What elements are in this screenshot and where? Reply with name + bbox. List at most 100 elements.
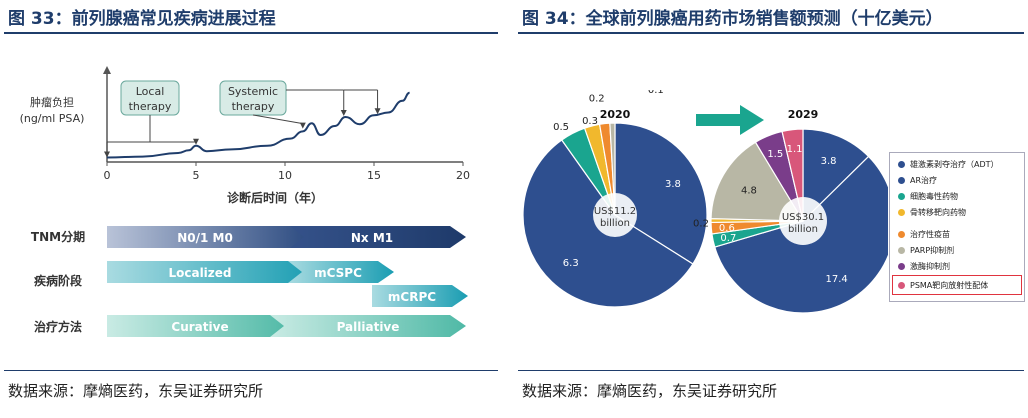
annotation-arrowhead-icon	[104, 151, 110, 158]
annotation-arrow	[252, 114, 303, 125]
right-title-rule	[518, 32, 1024, 34]
right-source-rule	[518, 370, 1024, 371]
disease-label-mcspc: mCSPC	[314, 266, 362, 280]
pie-2029-center	[779, 197, 827, 245]
row-label-treatment: 治疗方法	[34, 319, 82, 334]
legend-dot-icon	[898, 209, 905, 216]
y-axis-label-1: 肿瘤负担	[30, 95, 74, 109]
legend-label: AR治疗	[910, 176, 938, 185]
local-therapy-label-2: therapy	[129, 100, 172, 113]
pie-value-label: 3.8	[821, 156, 837, 167]
treatment-arrow-palliative	[270, 315, 466, 337]
pie-legend: 雄激素剥夺治疗（ADT） AR治疗 细胞毒性药物 骨转移靶向药物 治疗性疫苗 P…	[889, 152, 1025, 302]
pie-2020-title: 2020	[600, 108, 631, 121]
tnm-label-nx: Nx M1	[351, 231, 393, 245]
pie-slice	[802, 128, 870, 223]
pie-value-label: 6.3	[563, 258, 579, 269]
pie-value-label: 0.1	[648, 90, 664, 96]
pie-2029-center-label-1: US$30.1	[782, 212, 824, 223]
pie-value-label: 0.2	[693, 218, 709, 229]
legend-item-adt: 雄激素剥夺治疗（ADT）	[898, 159, 999, 170]
pie-value-label: 17.4	[825, 274, 847, 285]
legend-label: 骨转移靶向药物	[910, 208, 966, 217]
disease-label-localized: Localized	[168, 266, 231, 280]
annotation-arrowhead-icon	[299, 122, 306, 129]
pie-2020-center-label-1: US$11.2	[594, 206, 636, 217]
pie-2029-title: 2029	[788, 108, 819, 121]
treatment-label-curative: Curative	[171, 320, 228, 334]
growth-arrow-icon	[696, 105, 764, 135]
left-title-rule	[4, 32, 498, 34]
disease-arrow-mcrpc	[372, 285, 468, 307]
x-tick-label: 20	[456, 169, 470, 182]
legend-dot-icon	[898, 247, 905, 254]
x-tick-label: 10	[278, 169, 292, 182]
legend-dot-icon	[898, 282, 905, 289]
left-panel-title: 图 33：前列腺癌常见疾病进展过程	[8, 9, 276, 29]
market-pies: 3.86.30.50.30.20.1 2020 US$11.2 billion …	[522, 90, 888, 314]
legend-label: PSMA靶向放射性配体	[910, 281, 989, 290]
legend-dot-icon	[898, 193, 905, 200]
legend-item-kinase: 激酶抑制剂	[898, 261, 950, 272]
legend-item-parp: PARP抑制剂	[898, 245, 954, 256]
y-axis-arrow-icon	[103, 66, 111, 74]
legend-label: 细胞毒性药物	[910, 192, 958, 201]
pie-value-label: 0.5	[553, 122, 569, 133]
disease-arrow-mcspc	[288, 261, 394, 283]
legend-item-ar: AR治疗	[898, 175, 937, 186]
annotation-arrowhead-icon	[340, 110, 347, 116]
legend-label: 雄激素剥夺治疗（ADT）	[910, 160, 999, 169]
x-tick-label: 5	[193, 169, 200, 182]
x-tick-label: 0	[104, 169, 111, 182]
pie-value-label: 0.3	[582, 116, 598, 127]
systemic-therapy-label-1: Systemic	[228, 85, 278, 98]
local-therapy-label-1: Local	[136, 85, 165, 98]
pie-slice	[609, 122, 616, 216]
pie-value-label: 4.8	[741, 186, 757, 197]
legend-dot-icon	[898, 231, 905, 238]
annotation-arrowhead-icon	[193, 138, 199, 145]
row-label-disease: 疾病阶段	[34, 273, 83, 288]
annotation-arrowhead-icon	[374, 108, 381, 115]
legend-dot-icon	[898, 161, 905, 168]
legend-item-bone: 骨转移靶向药物	[898, 207, 966, 218]
legend-label: 激酶抑制剂	[910, 262, 950, 271]
pie-2020-center	[593, 193, 637, 237]
disease-label-mcrpc: mCRPC	[388, 290, 436, 304]
pie-value-label: 3.8	[665, 179, 681, 190]
right-panel-title: 图 34：全球前列腺癌用药市场销售额预测（十亿美元）	[522, 9, 943, 29]
pie-value-label: 1.5	[767, 149, 783, 160]
y-axis-label-2: (ng/ml PSA)	[20, 112, 85, 125]
right-source: 数据来源：摩熵医药，东吴证券研究所	[522, 382, 778, 400]
treatment-label-palliative: Palliative	[337, 320, 400, 334]
local-bracket	[107, 115, 151, 143]
treatment-arrow-curative	[107, 315, 292, 337]
pie-slice	[710, 141, 805, 222]
row-label-tnm: TNM分期	[31, 229, 85, 244]
x-tick-label: 15	[367, 169, 381, 182]
systemic-therapy-label-2: therapy	[232, 100, 275, 113]
legend-item-psma: PSMA靶向放射性配体	[898, 280, 988, 291]
pie-value-label: 0.2	[589, 94, 605, 105]
pie-slice	[614, 122, 708, 265]
legend-dot-icon	[898, 263, 905, 270]
legend-dot-icon	[898, 177, 905, 184]
pie-value-label: 1.1	[787, 144, 803, 155]
left-source-rule	[4, 370, 498, 371]
disease-arrow-localized	[107, 261, 314, 283]
tnm-arrow-n0	[107, 226, 312, 248]
legend-item-vaccine: 治疗性疫苗	[898, 229, 950, 240]
progression-chart: 肿瘤负担 (ng/ml PSA) 0 5 10 15 20 诊断后时间（年） Local…	[20, 66, 470, 337]
legend-label: PARP抑制剂	[910, 246, 955, 255]
pie-2029-center-label-2: billion	[788, 224, 818, 235]
psa-curve	[106, 91, 410, 159]
legend-highlight-box	[892, 275, 1022, 295]
tnm-label-n0: N0/1 M0	[177, 231, 233, 245]
left-source: 数据来源：摩熵医药，东吴证券研究所	[8, 382, 264, 400]
pie-value-label: 0.7	[720, 233, 736, 244]
x-axis-label: 诊断后时间（年）	[227, 190, 323, 205]
legend-label: 治疗性疫苗	[910, 230, 950, 239]
legend-item-cytotoxic: 细胞毒性药物	[898, 191, 958, 202]
pie-2020-center-label-2: billion	[600, 218, 630, 229]
tnm-arrow-nx	[290, 226, 466, 248]
